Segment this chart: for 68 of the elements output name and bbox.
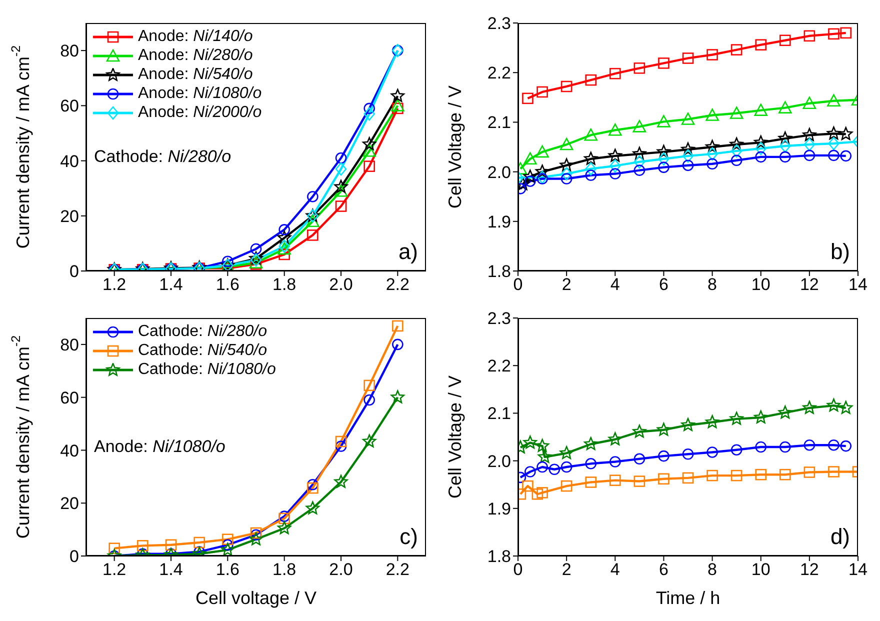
legend-label: Cathode: Ni/540/o <box>138 341 267 360</box>
y-tick-label: 2.2 <box>487 356 511 376</box>
x-tick-label: 4 <box>610 275 620 294</box>
y-axis-title: Cell Voltage / V <box>444 375 465 499</box>
y-tick-label: 0 <box>70 262 79 282</box>
x-tick-label: 1.8 <box>272 275 296 294</box>
y-tick-label: 1.9 <box>487 212 511 232</box>
x-tick-label: 2 <box>562 275 572 294</box>
legend-label: Cathode: Ni/1080/o <box>138 360 276 379</box>
x-tick-label: 1.6 <box>216 560 240 580</box>
x-tick-label: 1.4 <box>159 560 183 580</box>
legend-label: Anode: Ni/2000/o <box>138 103 262 122</box>
x-tick-label: 14 <box>848 560 868 580</box>
annotation: c) <box>400 524 418 550</box>
y-tick-label: 60 <box>60 388 79 408</box>
annotation: d) <box>830 524 850 550</box>
x-tick-label: 8 <box>708 275 718 294</box>
x-tick-label: 6 <box>658 560 668 580</box>
x-tick-label: 1.2 <box>102 560 126 580</box>
y-tick-label: 60 <box>60 96 79 116</box>
x-tick-label: 0 <box>513 560 523 580</box>
legend-label: Anode: Ni/280/o <box>138 46 253 65</box>
y-tick-label: 2.0 <box>487 162 511 182</box>
y-tick-label: 20 <box>60 206 79 226</box>
y-tick-label: 20 <box>60 494 79 514</box>
y-tick-label: 40 <box>60 152 79 171</box>
y-tick-label: 2.0 <box>487 452 511 471</box>
x-tick-label: 1.4 <box>159 275 183 294</box>
x-tick-label: 1.6 <box>216 275 240 294</box>
annotation: a) <box>398 239 418 265</box>
y-tick-label: 80 <box>60 335 79 354</box>
x-tick-label: 2.0 <box>329 275 353 294</box>
y-tick-label: 2.3 <box>487 309 511 328</box>
annotation: Anode: Ni/1080/o <box>94 437 226 456</box>
y-tick-label: 1.8 <box>487 547 511 566</box>
x-tick-label: 10 <box>751 560 770 580</box>
x-tick-label: 2 <box>562 560 572 580</box>
y-tick-label: 2.2 <box>487 64 511 83</box>
x-tick-label: 0 <box>513 275 523 294</box>
legend-label: Anode: Ni/540/o <box>138 65 253 84</box>
x-tick-label: 1.2 <box>102 275 126 294</box>
x-tick-label: 2.2 <box>386 275 410 294</box>
x-tick-label: 10 <box>751 275 770 294</box>
y-tick-label: 2.3 <box>487 14 511 34</box>
y-axis-title: Cell Voltage / V <box>444 85 465 209</box>
x-tick-label: 6 <box>658 275 668 294</box>
legend-label: Cathode: Ni/280/o <box>138 322 267 341</box>
x-axis-title: Cell voltage / V <box>195 588 317 608</box>
x-tick-label: 8 <box>708 560 718 580</box>
y-tick-label: 2.1 <box>487 404 511 424</box>
legend-label: Anode: Ni/140/o <box>138 27 253 46</box>
x-tick-label: 4 <box>610 560 620 580</box>
x-axis-title: Time / h <box>656 588 720 608</box>
y-tick-label: 0 <box>70 547 79 566</box>
annotation: b) <box>830 239 850 265</box>
x-tick-label: 12 <box>800 560 819 580</box>
x-tick-label: 14 <box>848 275 868 294</box>
x-tick-label: 2.2 <box>386 560 410 580</box>
y-tick-label: 2.1 <box>487 113 511 132</box>
y-tick-label: 80 <box>60 42 79 61</box>
y-tick-label: 40 <box>60 441 79 460</box>
y-tick-label: 1.8 <box>487 262 511 282</box>
x-tick-label: 1.8 <box>272 560 296 580</box>
legend-label: Anode: Ni/1080/o <box>138 84 262 103</box>
annotation: Cathode: Ni/280/o <box>94 147 232 166</box>
y-tick-label: 1.9 <box>487 499 511 518</box>
x-tick-label: 12 <box>800 275 819 294</box>
x-tick-label: 2.0 <box>329 560 353 580</box>
